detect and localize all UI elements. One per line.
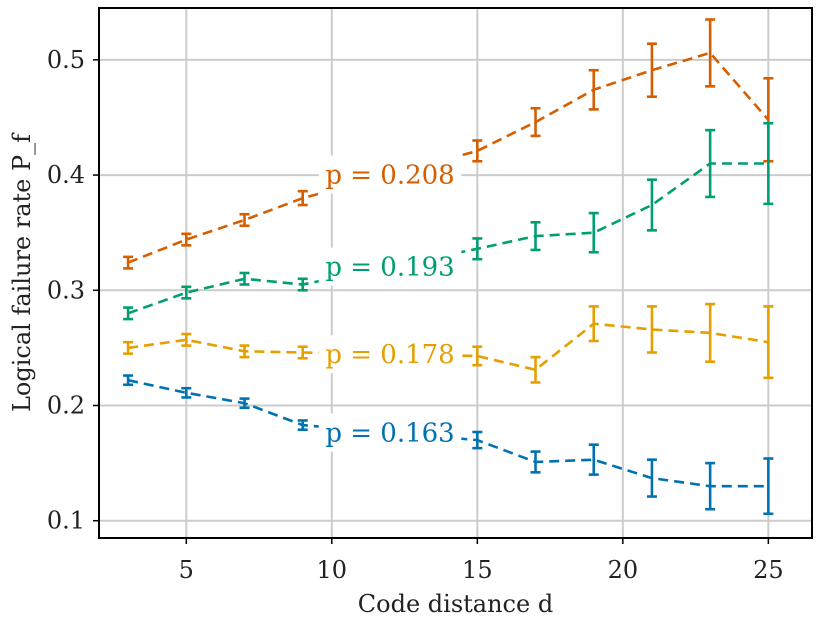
series-label-bg xyxy=(318,335,462,374)
series-p-0-163 xyxy=(123,374,774,516)
ticks: 5 10 15 20 25 0.1 0.2 0.3 0.4 0.5 xyxy=(47,46,784,584)
x-tick-label: 20 xyxy=(608,556,639,584)
y-tick-label: 0.2 xyxy=(47,392,85,420)
series-label-bg xyxy=(318,413,462,452)
y-axis-label: Logical failure rate P_f xyxy=(8,132,36,412)
series-p-0-193 xyxy=(123,121,774,321)
x-axis-label: Code distance d xyxy=(358,590,553,618)
y-tick-label: 0.1 xyxy=(47,507,85,535)
series-line xyxy=(127,378,769,488)
y-tick-label: 0.4 xyxy=(47,161,85,189)
y-tick-label: 0.5 xyxy=(47,46,85,74)
series-line xyxy=(127,322,769,372)
x-tick-label: 5 xyxy=(179,556,194,584)
series-line xyxy=(127,162,769,315)
series-labels: p = 0.208 p = 0.193 p = 0.178 p = 0.163 xyxy=(318,155,462,452)
x-tick-label: 25 xyxy=(753,556,784,584)
x-tick-label: 10 xyxy=(317,556,348,584)
series-label: p = 0.163 xyxy=(325,419,454,449)
plot-frame xyxy=(98,7,813,539)
y-tick-label: 0.3 xyxy=(47,276,85,304)
series-p-0-208 xyxy=(123,18,774,270)
series-label-bg xyxy=(318,247,462,286)
series-label: p = 0.193 xyxy=(325,253,454,283)
series-label: p = 0.178 xyxy=(325,340,454,370)
series-label: p = 0.208 xyxy=(325,160,454,190)
series-label-bg xyxy=(318,155,462,194)
series-p-0-178 xyxy=(123,302,774,384)
series-layer xyxy=(123,18,774,516)
x-tick-label: 15 xyxy=(462,556,493,584)
